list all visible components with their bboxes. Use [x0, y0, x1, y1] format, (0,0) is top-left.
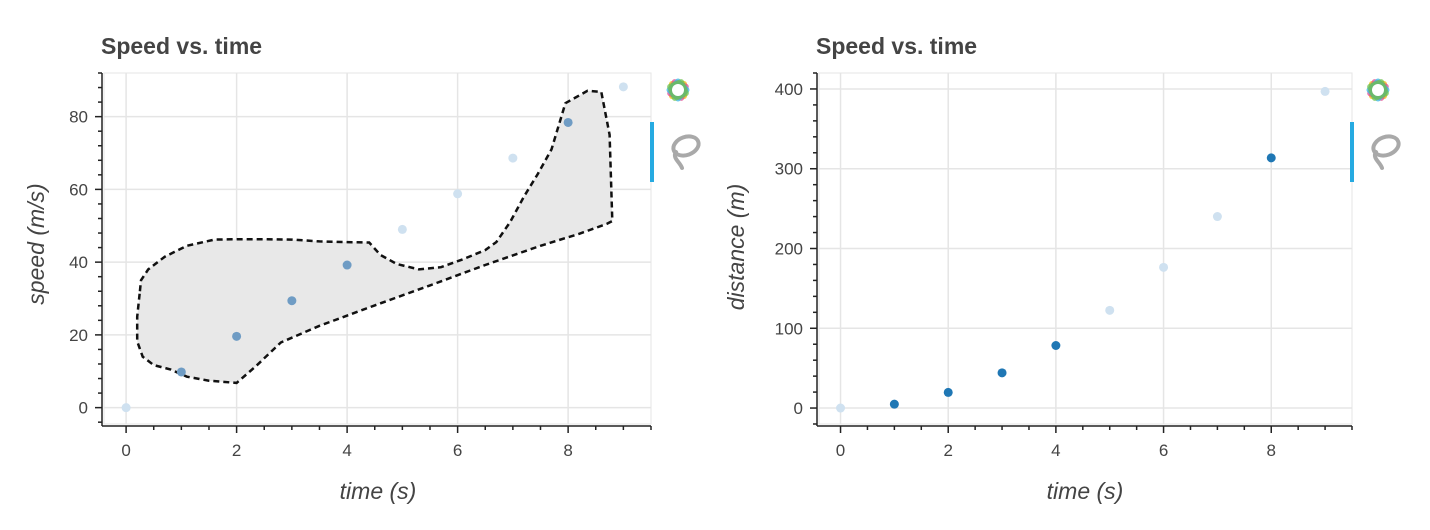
plot-toolbar	[1350, 70, 1406, 200]
unselected-data-point[interactable]	[453, 189, 463, 199]
bokeh-logo-icon[interactable]	[658, 70, 698, 110]
y-axis-label: speed (m/s)	[23, 183, 49, 304]
unselected-data-point[interactable]	[1212, 212, 1222, 222]
unselected-data-point[interactable]	[836, 403, 846, 413]
x-axis-label: time (s)	[340, 478, 417, 504]
x-tick-label: 0	[836, 441, 845, 460]
active-tool-indicator	[1350, 122, 1354, 182]
unselected-data-point[interactable]	[618, 82, 628, 92]
y-tick-label: 0	[79, 399, 88, 418]
unselected-data-point[interactable]	[508, 153, 518, 163]
plot-border	[103, 72, 652, 425]
lasso-select-tool[interactable]	[650, 122, 706, 182]
speed-plot-canvas[interactable]: Speed vs. time time (s) speed (m/s) 0 2 4 6…	[0, 0, 715, 530]
y-tick-label: 80	[69, 108, 88, 127]
y-tick-label: 200	[775, 240, 803, 259]
unselected-data-point[interactable]	[1105, 305, 1115, 315]
selected-data-point[interactable]	[1266, 153, 1276, 163]
plot-toolbar	[650, 70, 706, 200]
x-tick-label: 6	[1159, 441, 1168, 460]
plot-title: Speed vs. time	[816, 33, 977, 59]
selected-data-point[interactable]	[889, 399, 899, 409]
selected-data-point[interactable]	[1051, 341, 1061, 351]
x-tick-label: 4	[1051, 441, 1060, 460]
plot-title: Speed vs. time	[101, 33, 262, 59]
selected-data-point[interactable]	[287, 296, 297, 306]
selected-data-point[interactable]	[997, 368, 1007, 378]
lasso-select-icon	[1371, 134, 1401, 170]
y-tick-label: 0	[794, 399, 803, 418]
unselected-data-point[interactable]	[397, 224, 407, 234]
x-tick-label: 2	[943, 441, 952, 460]
selected-data-point[interactable]	[232, 331, 242, 341]
x-tick-label: 4	[342, 441, 351, 460]
bokeh-logo-icon[interactable]	[1358, 70, 1398, 110]
x-tick-label: 8	[1267, 441, 1276, 460]
x-tick-label: 2	[232, 441, 241, 460]
unselected-data-point[interactable]	[1320, 86, 1330, 96]
lasso-selection-overlay	[135, 89, 614, 385]
unselected-data-point[interactable]	[1159, 262, 1169, 272]
unselected-data-point[interactable]	[121, 403, 131, 413]
lasso-select-tool[interactable]	[1350, 122, 1406, 182]
y-tick-label: 300	[775, 160, 803, 179]
x-axis-label: time (s)	[1047, 478, 1124, 504]
distance-plot-canvas[interactable]: Speed vs. time time (s) distance (m) 0 2 4…	[715, 0, 1430, 530]
x-tick-label: 0	[121, 441, 130, 460]
selected-data-point[interactable]	[176, 367, 186, 377]
y-tick-label: 20	[69, 326, 88, 345]
lasso-select-icon	[671, 134, 701, 170]
y-tick-label: 100	[775, 319, 803, 338]
speed-vs-time-plot: Speed vs. time time (s) speed (m/s) 0 2 4 6…	[0, 0, 715, 530]
x-tick-label: 6	[453, 441, 462, 460]
selected-data-point[interactable]	[563, 117, 573, 127]
y-tick-label: 40	[69, 253, 88, 272]
y-tick-label: 400	[775, 80, 803, 99]
selected-data-point[interactable]	[342, 260, 352, 270]
plot-frame: 0 2 4 6 8 0 100 200 300 400	[775, 72, 1353, 460]
x-tick-label: 8	[563, 441, 572, 460]
selected-data-point[interactable]	[943, 387, 953, 397]
y-axis-label: distance (m)	[723, 184, 749, 311]
y-tick-label: 60	[69, 180, 88, 199]
distance-vs-time-plot: Speed vs. time time (s) distance (m) 0 2 4…	[715, 0, 1430, 530]
active-tool-indicator	[650, 122, 654, 182]
